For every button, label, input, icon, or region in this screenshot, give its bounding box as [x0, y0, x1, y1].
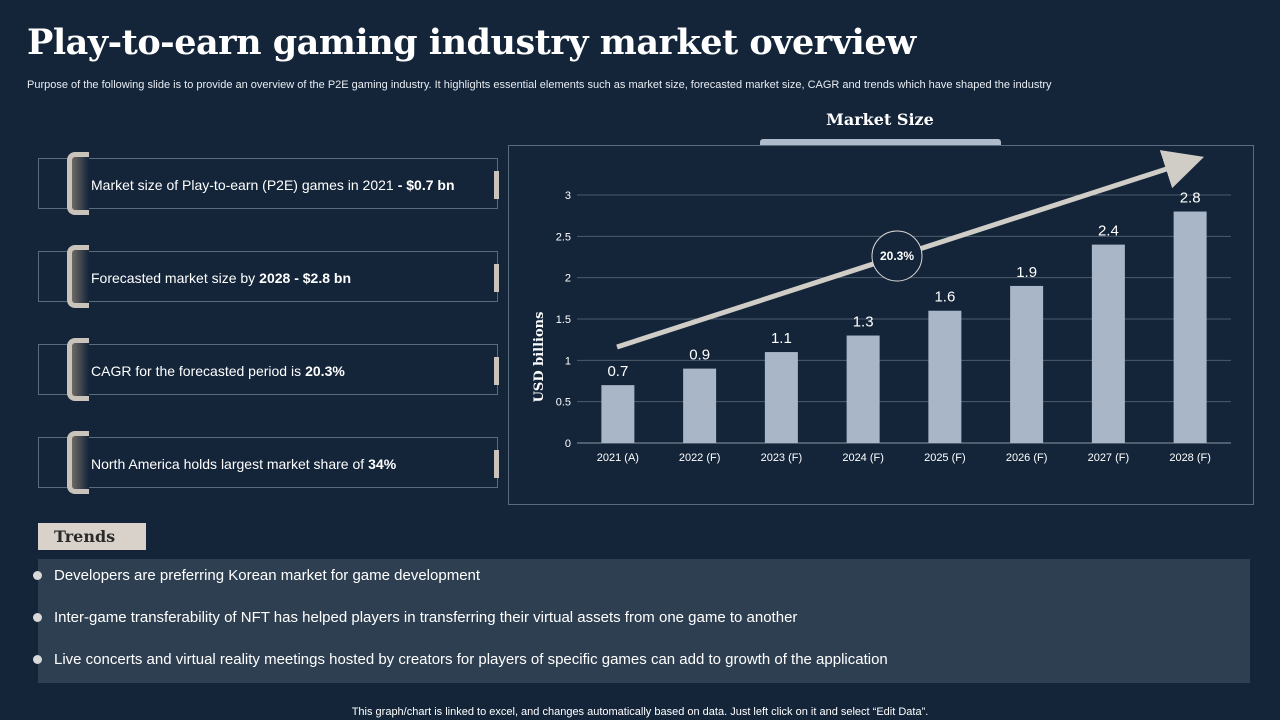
cagr-annotation: 20.3% — [880, 249, 914, 263]
bar-value-label: 1.3 — [853, 314, 874, 331]
bar-value-label: 0.7 — [607, 363, 628, 380]
chart-svg: 0 0.5 1 1.5 2 2.5 3 0.7 2021 (A) 0.9 2022 (F) 1.1 20… — [532, 150, 1231, 464]
page-title: Play-to-earn gaming industry market over… — [27, 22, 916, 63]
bracket-left-icon — [67, 338, 89, 401]
bar-value-label: 1.1 — [771, 330, 792, 347]
chart-title: Market Size — [826, 110, 934, 129]
bar-2027-f[interactable] — [1091, 244, 1125, 443]
page-subtitle: Purpose of the following slide is to pro… — [27, 79, 1052, 91]
bar-value-label: 1.6 — [934, 289, 955, 306]
y-tick-label: 0.5 — [556, 397, 571, 409]
card-text: Forecasted market size by 2028 - $2.8 bn — [91, 269, 351, 286]
market-share-card: North America holds largest market share… — [38, 431, 499, 494]
bar-value-label: 1.9 — [1016, 264, 1037, 281]
bracket-left-icon — [67, 245, 89, 308]
trends-panel: Developers are preferring Korean market … — [33, 559, 1250, 683]
x-tick-label: 2024 (F) — [842, 452, 884, 464]
chart-title-underline — [760, 139, 1001, 145]
bar-2028-f[interactable] — [1173, 211, 1207, 443]
bar-value-label: 2.4 — [1098, 223, 1119, 240]
bar-2022-f[interactable] — [683, 368, 717, 443]
bullet-icon — [33, 654, 42, 664]
trend-item: Inter-game transferability of NFT has he… — [33, 607, 797, 627]
bracket-right-icon — [494, 171, 499, 199]
x-tick-label: 2025 (F) — [924, 452, 966, 464]
trend-item: Live concerts and virtual reality meetin… — [33, 649, 888, 669]
forecasted-market-size-card: Forecasted market size by 2028 - $2.8 bn — [38, 245, 499, 308]
bracket-left-icon — [67, 431, 89, 494]
y-tick-label: 3 — [565, 190, 571, 202]
cagr-card: CAGR for the forecasted period is 20.3% — [38, 338, 499, 401]
trend-item: Developers are preferring Korean market … — [33, 565, 480, 585]
x-tick-label: 2021 (A) — [597, 452, 639, 464]
cagr-circle — [871, 230, 923, 282]
bar-2021-a[interactable] — [601, 385, 635, 443]
y-tick-label: 2.5 — [556, 231, 571, 243]
bracket-left-icon — [67, 152, 89, 215]
y-tick-label: 0 — [565, 438, 571, 450]
bracket-right-icon — [494, 357, 499, 385]
x-tick-label: 2026 (F) — [1006, 452, 1048, 464]
bracket-right-icon — [494, 264, 499, 292]
bracket-right-icon — [494, 450, 499, 478]
bar-value-label: 2.8 — [1180, 190, 1201, 207]
y-axis-label: USD billions — [532, 312, 547, 403]
bar-2024-f[interactable] — [846, 335, 880, 443]
y-tick-label: 1 — [565, 355, 571, 367]
y-tick-label: 2 — [565, 273, 571, 285]
card-text: North America holds largest market share… — [91, 455, 397, 472]
bar-2023-f[interactable] — [764, 352, 798, 443]
x-tick-label: 2027 (F) — [1088, 452, 1130, 464]
trends-label: Trends — [38, 523, 146, 550]
market-size-chart[interactable]: 0 0.5 1 1.5 2 2.5 3 0.7 2021 (A) 0.9 2022 (F) 1.1 20… — [508, 145, 1254, 505]
bar-2026-f[interactable] — [1010, 285, 1044, 443]
x-tick-label: 2028 (F) — [1169, 452, 1211, 464]
bullet-icon — [33, 570, 42, 580]
market-size-2021-card: Market size of Play-to-earn (P2E) games … — [38, 152, 499, 215]
card-text: Market size of Play-to-earn (P2E) games … — [91, 176, 455, 193]
y-tick-label: 1.5 — [556, 314, 571, 326]
bullet-icon — [33, 612, 42, 622]
card-text: CAGR for the forecasted period is 20.3% — [91, 362, 345, 379]
bar-value-label: 0.9 — [689, 347, 710, 364]
x-tick-label: 2023 (F) — [761, 452, 803, 464]
bar-2025-f[interactable] — [928, 310, 962, 443]
x-tick-label: 2022 (F) — [679, 452, 721, 464]
footer-note: This graph/chart is linked to excel, and… — [351, 706, 929, 718]
